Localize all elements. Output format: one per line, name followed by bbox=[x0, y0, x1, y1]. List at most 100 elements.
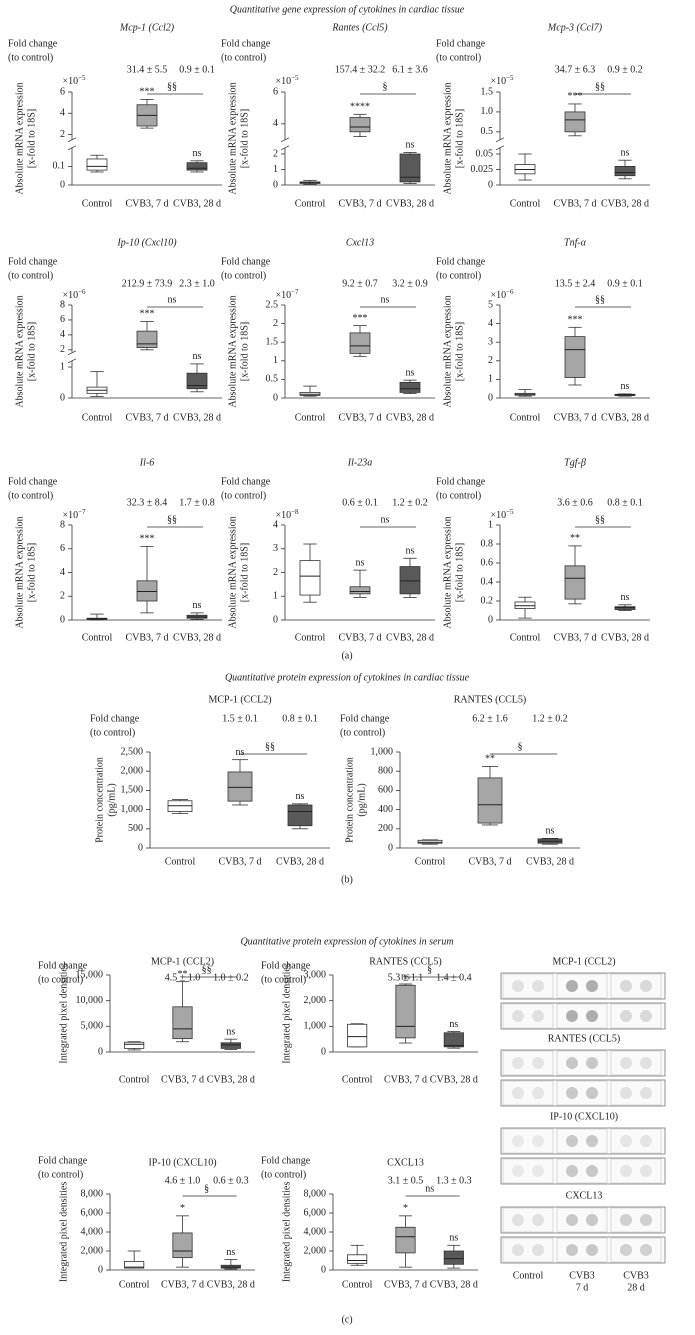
y-tick-label: 3 bbox=[273, 543, 278, 554]
chart-title: Mcp-3 (Ccl7) bbox=[547, 22, 603, 33]
blot-dot bbox=[566, 1214, 578, 1226]
x-tick-label: Control bbox=[295, 198, 326, 209]
y-axis-label: Absolute mRNA expression bbox=[227, 82, 238, 194]
fold-label: Fold change bbox=[221, 38, 271, 49]
blot-dot bbox=[532, 1057, 544, 1069]
x-tick-label: CVB3, 7 d bbox=[125, 198, 168, 209]
multiplier-base: ×10 bbox=[275, 76, 291, 87]
fold-label: (to control) bbox=[221, 490, 266, 501]
significance: ns bbox=[236, 747, 245, 758]
box bbox=[347, 1023, 368, 1048]
x-tick-label: CVB3, 7 d bbox=[218, 856, 261, 867]
y-tick-label: 4 bbox=[273, 118, 278, 129]
x-tick-label: Control bbox=[82, 412, 113, 423]
y-tick-label: 0 bbox=[98, 1264, 103, 1275]
y-tick-label: 0 bbox=[321, 1046, 326, 1057]
fold-change: 157.4 ± 32.2 bbox=[335, 64, 386, 75]
axis-multiplier: ×10−5 bbox=[490, 74, 514, 88]
fold-label: (to control) bbox=[8, 270, 53, 281]
box bbox=[136, 580, 158, 602]
y-tick-label: 2,000 bbox=[304, 995, 327, 1006]
axis-break bbox=[280, 145, 290, 151]
y-tick-label: 0 bbox=[138, 842, 143, 853]
significance: *** bbox=[568, 315, 583, 326]
x-tick-label: CVB3, 28 d bbox=[526, 856, 574, 867]
blot-dot bbox=[512, 1165, 524, 1177]
y-tick-label: 0.8 bbox=[481, 538, 494, 549]
blot-dot bbox=[620, 1165, 632, 1177]
y-tick-label: 3 bbox=[488, 336, 493, 347]
blot-cell bbox=[556, 1128, 608, 1154]
blot-column-label: CVB3 bbox=[623, 1270, 649, 1281]
y-axis-label: [x-fold to 18S] bbox=[239, 109, 250, 168]
blot-dot bbox=[586, 1244, 598, 1256]
significance: * bbox=[180, 1203, 185, 1214]
y-tick-label: 0.05 bbox=[476, 148, 494, 159]
fold-label: (to control) bbox=[436, 52, 481, 63]
panel-label: (c) bbox=[341, 1314, 352, 1325]
fold-change: 31.4 ± 5.5 bbox=[127, 64, 168, 75]
y-axis-label: Absolute mRNA expression bbox=[14, 295, 25, 407]
fold-change: 32.3 ± 8.4 bbox=[127, 497, 168, 508]
y-tick-label: 15,000 bbox=[76, 969, 104, 980]
blot-cell bbox=[556, 1237, 608, 1263]
y-axis-label: [x-fold to 18S] bbox=[454, 543, 465, 602]
blot-dot bbox=[566, 1087, 578, 1099]
box bbox=[349, 586, 371, 595]
y-tick-label: 1.5 bbox=[266, 336, 279, 347]
fold-change: 34.7 ± 6.3 bbox=[555, 64, 596, 75]
axis-multiplier: ×10−6 bbox=[490, 288, 514, 302]
axis-multiplier: ×10−8 bbox=[275, 508, 299, 522]
x-tick-label: CVB3, 28 d bbox=[386, 632, 434, 643]
box bbox=[172, 1006, 193, 1040]
blot-label: CXCL13 bbox=[566, 1190, 603, 1201]
x-tick-label: CVB3, 28 d bbox=[207, 1279, 255, 1290]
blot-column-label: 28 d bbox=[627, 1282, 645, 1293]
y-tick-label: 0 bbox=[488, 392, 493, 403]
blot-dot bbox=[566, 1135, 578, 1147]
blot-dot bbox=[566, 1244, 578, 1256]
fold-label: Fold change bbox=[8, 38, 58, 49]
x-tick-label: Control bbox=[119, 1279, 150, 1290]
significance: **** bbox=[350, 102, 370, 113]
x-tick-label: CVB3, 28 d bbox=[276, 856, 324, 867]
x-tick-label: CVB3, 7 d bbox=[161, 1074, 204, 1085]
multiplier-base: ×10 bbox=[275, 510, 291, 521]
y-tick-label: 6 bbox=[60, 314, 65, 325]
y-tick-label: 4 bbox=[60, 329, 65, 340]
fold-label: Fold change bbox=[221, 476, 271, 487]
fold-label: (to control) bbox=[8, 490, 53, 501]
y-tick-label: 8 bbox=[60, 299, 65, 310]
comparison: §§ bbox=[595, 294, 605, 305]
axis-multiplier: ×10−5 bbox=[275, 74, 299, 88]
blot-label: RANTES (CCL5) bbox=[548, 1033, 621, 1044]
x-tick-label: Control bbox=[510, 412, 541, 423]
y-tick-label: 1 bbox=[273, 164, 278, 175]
axis-break bbox=[495, 137, 505, 143]
chart-title: CXCL13 bbox=[387, 1157, 424, 1168]
blot-dot bbox=[512, 1057, 524, 1069]
blot-label: IP-10 (CXCL10) bbox=[550, 1111, 618, 1122]
blot-dot bbox=[566, 1057, 578, 1069]
y-axis-label: Integrated pixel densities bbox=[58, 1182, 69, 1283]
box bbox=[399, 566, 421, 595]
y-axis-label: [x-fold to 18S] bbox=[26, 109, 37, 168]
x-tick-label: Control bbox=[510, 198, 541, 209]
blot-dot bbox=[586, 980, 598, 992]
significance: ns bbox=[226, 1026, 235, 1037]
blot-dot bbox=[640, 1087, 652, 1099]
y-tick-label: 2 bbox=[60, 591, 65, 602]
comparison: ns bbox=[168, 294, 177, 305]
blot-dot bbox=[620, 1087, 632, 1099]
box bbox=[227, 771, 253, 802]
y-tick-label: 6 bbox=[60, 543, 65, 554]
y-tick-label: 2,000 bbox=[304, 1245, 327, 1256]
significance: ns bbox=[406, 367, 415, 378]
x-tick-label: CVB3, 7 d bbox=[125, 412, 168, 423]
multiplier-exponent: −8 bbox=[291, 508, 299, 516]
significance: ns bbox=[193, 351, 202, 362]
y-tick-label: 0.2 bbox=[481, 595, 494, 606]
blot-dot bbox=[586, 1057, 598, 1069]
box bbox=[172, 1232, 193, 1259]
blot-dot bbox=[640, 1244, 652, 1256]
